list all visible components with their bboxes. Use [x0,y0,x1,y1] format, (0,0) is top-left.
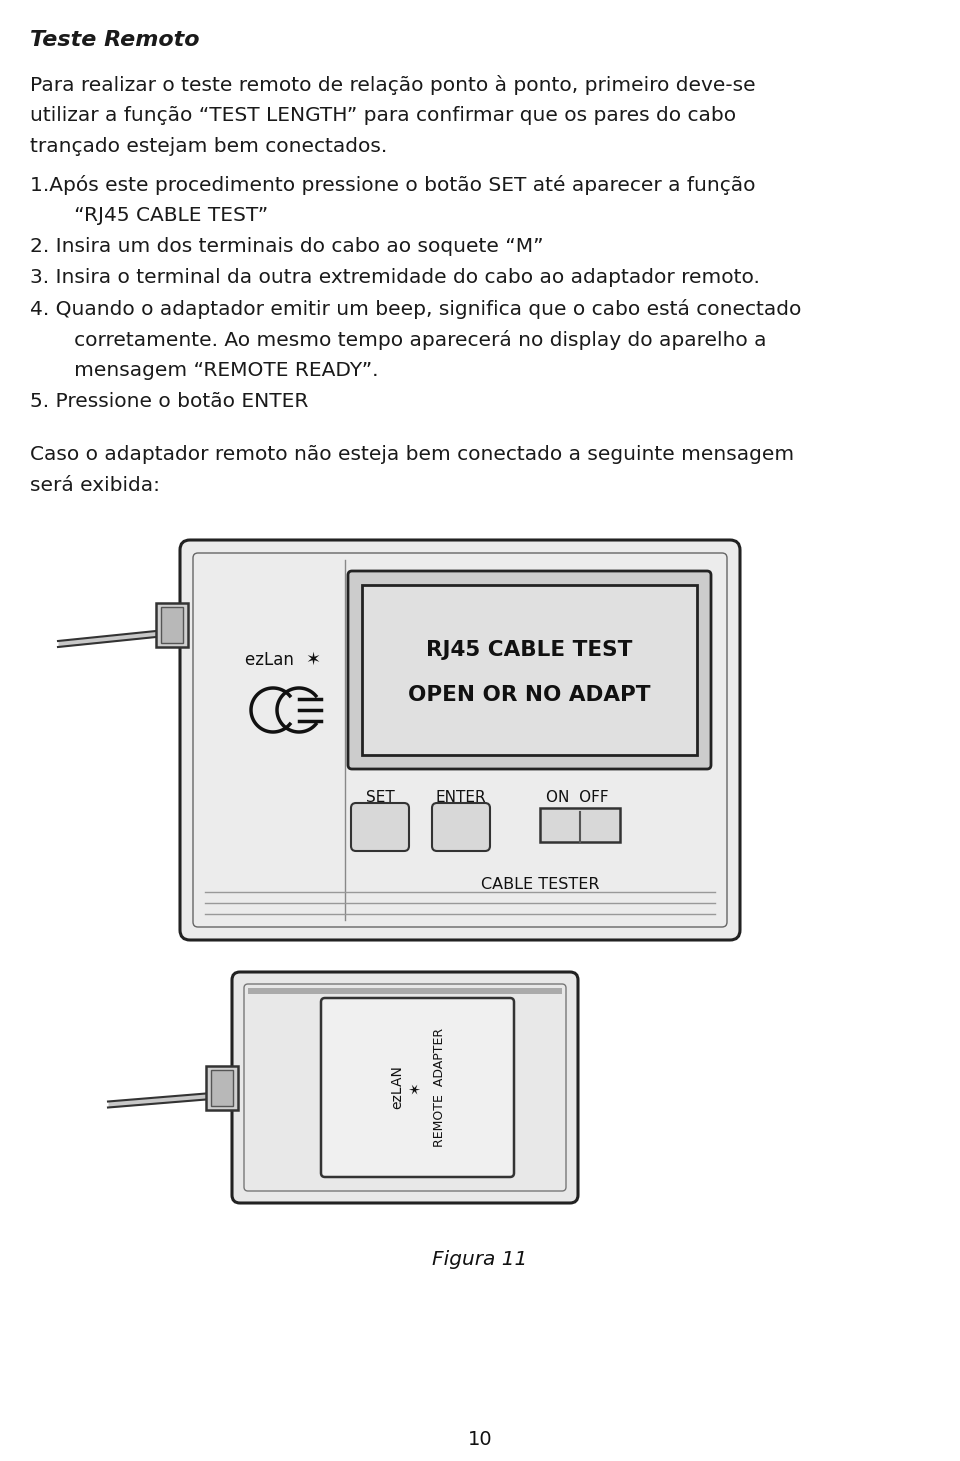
Text: SET: SET [366,790,395,805]
Text: ON  OFF: ON OFF [545,790,609,805]
FancyBboxPatch shape [432,804,490,850]
Text: trançado estejam bem conectados.: trançado estejam bem conectados. [30,137,387,156]
Text: 1.Após este procedimento pressione o botão SET até aparecer a função: 1.Após este procedimento pressione o bot… [30,175,756,194]
Text: 2. Insira um dos terminais do cabo ao soquete “M”: 2. Insira um dos terminais do cabo ao so… [30,237,543,256]
Text: ezLAN: ezLAN [391,1065,404,1109]
FancyBboxPatch shape [232,972,578,1202]
FancyBboxPatch shape [321,998,514,1178]
FancyBboxPatch shape [348,571,711,768]
Text: 10: 10 [468,1430,492,1449]
Text: mensagem “REMOTE READY”.: mensagem “REMOTE READY”. [55,361,378,380]
Bar [161,606,183,643]
Text: 5. Pressione o botão ENTER: 5. Pressione o botão ENTER [30,392,308,411]
Text: CABLE TESTER: CABLE TESTER [481,877,599,893]
Text: OPEN OR NO ADAPT: OPEN OR NO ADAPT [408,685,651,706]
Bar [206,1065,238,1109]
Bar [211,1069,233,1106]
FancyBboxPatch shape [351,804,409,850]
Text: corretamente. Ao mesmo tempo aparecerá no display do aparelho a: corretamente. Ao mesmo tempo aparecerá n… [55,330,766,351]
Text: Figura 11: Figura 11 [432,1251,528,1270]
Text: será exibida:: será exibida: [30,476,160,495]
Text: ✶: ✶ [305,652,320,669]
Text: 4. Quando o adaptador emitir um beep, significa que o cabo está conectado: 4. Quando o adaptador emitir um beep, si… [30,300,802,318]
Text: Caso o adaptador remoto não esteja bem conectado a seguinte mensagem: Caso o adaptador remoto não esteja bem c… [30,446,794,465]
Text: ezLan: ezLan [245,652,300,669]
Text: ENTER: ENTER [436,790,487,805]
Text: REMOTE  ADAPTER: REMOTE ADAPTER [433,1029,446,1147]
Text: ✶: ✶ [407,1081,422,1094]
Text: Para realizar o teste remoto de relação ponto à ponto, primeiro deve-se: Para realizar o teste remoto de relação … [30,75,756,95]
Bar [248,988,562,993]
Text: 3. Insira o terminal da outra extremidade do cabo ao adaptador remoto.: 3. Insira o terminal da outra extremidad… [30,267,760,286]
FancyBboxPatch shape [180,541,740,939]
Bar [362,584,697,755]
Text: Teste Remoto: Teste Remoto [30,31,200,50]
Text: utilizar a função “TEST LENGTH” para confirmar que os pares do cabo: utilizar a função “TEST LENGTH” para con… [30,107,736,126]
Text: “RJ45 CABLE TEST”: “RJ45 CABLE TEST” [55,206,268,225]
Bar [540,808,620,842]
Text: RJ45 CABLE TEST: RJ45 CABLE TEST [426,640,633,660]
Bar [156,603,188,647]
